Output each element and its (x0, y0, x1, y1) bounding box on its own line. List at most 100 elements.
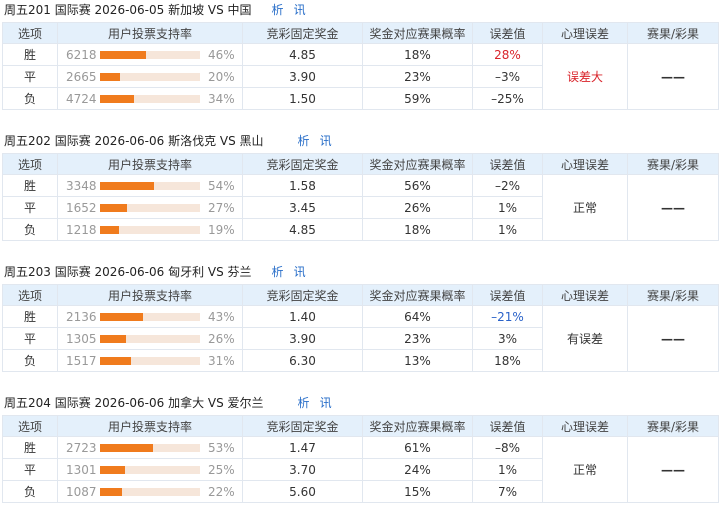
column-header: 误差值 (472, 22, 543, 44)
link[interactable]: 析 (297, 134, 310, 148)
column-header: 奖金对应赛果概率 (362, 415, 473, 437)
column-header: 奖金对应赛果概率 (362, 284, 473, 306)
link[interactable]: 讯 (319, 134, 332, 148)
vote-cell: 1087 22% (57, 480, 243, 503)
match-block: 周五202 国际赛 2026-06-06 斯洛伐克 VS 黑山 析讯选项 用户投票支… (0, 131, 720, 262)
header-row: 选项 用户投票支持率 竞彩固定奖金 奖金对应赛果概率 误差值 心理误差 赛果/彩果 (2, 22, 719, 44)
data-row: 平 1305 26% 3.90 23% 3% (2, 327, 719, 350)
probability: 56% (362, 174, 473, 197)
psych-error: 正常 (542, 174, 628, 241)
column-header: 误差值 (472, 153, 543, 175)
psych-error: 误差大 (542, 43, 628, 110)
result: —— (627, 43, 719, 110)
bar-track (100, 73, 200, 81)
match-title: 周五202 国际赛 2026-06-06 斯洛伐克 VS 黑山 析讯 (0, 131, 720, 153)
data-row: 胜 6218 46% 4.85 18% 28% 误差大 —— (2, 43, 719, 110)
data-row: 平 1652 27% 3.45 26% 1% (2, 196, 719, 219)
column-header: 选项 (2, 284, 58, 306)
column-header: 用户投票支持率 (57, 22, 243, 44)
column-header: 竞彩固定奖金 (242, 415, 363, 437)
data-row: 胜 3348 54% 1.58 56% –2% 正常 —— (2, 174, 719, 241)
odds: 3.45 (242, 196, 363, 219)
data-row: 平 1301 25% 3.70 24% 1% (2, 458, 719, 481)
bar-track (100, 95, 200, 103)
column-header: 用户投票支持率 (57, 153, 243, 175)
column-header: 心理误差 (542, 153, 628, 175)
column-header: 赛果/彩果 (627, 284, 719, 306)
error: 3% (472, 327, 543, 350)
bar (100, 313, 143, 321)
title-text: 周五204 国际赛 2026-06-06 加拿大 VS 爱尔兰 (4, 396, 264, 410)
vote-share: 46% (208, 47, 235, 62)
result: —— (627, 436, 719, 503)
vote-count: 2136 (66, 309, 97, 324)
bar (100, 357, 131, 365)
header-row: 选项 用户投票支持率 竞彩固定奖金 奖金对应赛果概率 误差值 心理误差 赛果/彩果 (2, 415, 719, 437)
link[interactable]: 析 (297, 396, 310, 410)
vote-share: 26% (208, 331, 235, 346)
psych-error: 正常 (542, 436, 628, 503)
vote-count: 1652 (66, 200, 97, 215)
odds: 6.30 (242, 349, 363, 372)
vote-cell: 1301 25% (57, 458, 243, 481)
error: –3% (472, 65, 543, 88)
column-header: 竞彩固定奖金 (242, 284, 363, 306)
bar (100, 51, 146, 59)
vote-share: 34% (208, 91, 235, 106)
odds-table: 选项 用户投票支持率 竞彩固定奖金 奖金对应赛果概率 误差值 心理误差 赛果/彩果胜 2723… (2, 415, 719, 503)
column-header: 奖金对应赛果概率 (362, 153, 473, 175)
column-header: 误差值 (472, 415, 543, 437)
option: 负 (2, 349, 58, 372)
odds: 3.90 (242, 327, 363, 350)
vote-cell: 4724 34% (57, 87, 243, 110)
vote-cell: 2136 43% (57, 305, 243, 328)
link[interactable]: 讯 (319, 396, 332, 410)
header-row: 选项 用户投票支持率 竞彩固定奖金 奖金对应赛果概率 误差值 心理误差 赛果/彩果 (2, 284, 719, 306)
vote-count: 1301 (66, 462, 97, 477)
vote-cell: 6218 46% (57, 43, 243, 66)
link[interactable]: 讯 (293, 265, 306, 279)
option: 平 (2, 65, 58, 88)
match-title: 周五203 国际赛 2026-06-06 匈牙利 VS 芬兰 析讯 (0, 262, 720, 284)
bar-track (100, 204, 200, 212)
probability: 61% (362, 436, 473, 459)
bar (100, 204, 127, 212)
odds: 3.70 (242, 458, 363, 481)
match-block: 周五201 国际赛 2026-06-05 新加坡 VS 中国 析讯选项 用户投票支持… (0, 0, 720, 131)
column-header: 竞彩固定奖金 (242, 153, 363, 175)
link[interactable]: 讯 (293, 3, 306, 17)
probability: 64% (362, 305, 473, 328)
option: 胜 (2, 174, 58, 197)
vote-share: 20% (208, 69, 235, 84)
error: –25% (472, 87, 543, 110)
option: 平 (2, 327, 58, 350)
probability: 23% (362, 65, 473, 88)
odds: 3.90 (242, 65, 363, 88)
link[interactable]: 析 (271, 265, 284, 279)
column-header: 心理误差 (542, 284, 628, 306)
error: –2% (472, 174, 543, 197)
vote-count: 1517 (66, 353, 97, 368)
vote-cell: 2723 53% (57, 436, 243, 459)
match-block: 周五203 国际赛 2026-06-06 匈牙利 VS 芬兰 析讯选项 用户投票支持… (0, 262, 720, 393)
option: 胜 (2, 43, 58, 66)
error: –8% (472, 436, 543, 459)
odds: 1.47 (242, 436, 363, 459)
error: 7% (472, 480, 543, 503)
vote-cell: 3348 54% (57, 174, 243, 197)
odds-table: 选项 用户投票支持率 竞彩固定奖金 奖金对应赛果概率 误差值 心理误差 赛果/彩果胜 3348… (2, 153, 719, 241)
error: 1% (472, 218, 543, 241)
column-header: 选项 (2, 153, 58, 175)
data-row: 负 1517 31% 6.30 13% 18% (2, 349, 719, 372)
vote-share: 27% (208, 200, 235, 215)
vote-cell: 1517 31% (57, 349, 243, 372)
column-header: 竞彩固定奖金 (242, 22, 363, 44)
header-row: 选项 用户投票支持率 竞彩固定奖金 奖金对应赛果概率 误差值 心理误差 赛果/彩果 (2, 153, 719, 175)
psych-error: 有误差 (542, 305, 628, 372)
vote-share: 25% (208, 462, 235, 477)
link[interactable]: 析 (271, 3, 284, 17)
vote-cell: 1305 26% (57, 327, 243, 350)
bar-track (100, 182, 200, 190)
option: 负 (2, 218, 58, 241)
column-header: 用户投票支持率 (57, 284, 243, 306)
